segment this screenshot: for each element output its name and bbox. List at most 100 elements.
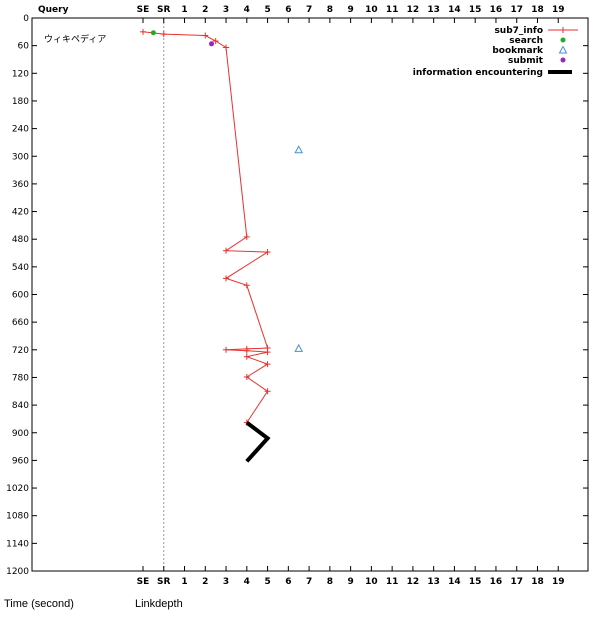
sub7-info-point [243,353,250,360]
y-tick-label: 780 [12,373,29,383]
x-tick-label-bottom: SR [157,577,170,587]
x-tick-label-top: 5 [264,5,270,15]
y-tick-label: 660 [12,318,29,328]
x-tick-label-bottom: 7 [306,577,312,587]
time-caption: Time (second) [4,598,74,610]
y-tick-label: 120 [12,69,29,79]
y-tick-label: 1020 [6,484,29,494]
sub7-info-point [243,373,250,380]
x-tick-label-top: 11 [386,5,399,15]
x-tick-label-bottom: 2 [202,577,208,587]
x-tick-label-top: 16 [490,5,503,15]
y-tick-label: 360 [12,180,29,190]
x-tick-label-bottom: 12 [407,577,420,587]
x-tick-label-bottom: 13 [427,577,440,587]
sub7-info-point [243,282,250,289]
legend-label: submit [508,56,544,66]
sub7-info-point [223,44,230,51]
legend-label: bookmark [492,46,544,56]
x-tick-label-top: 17 [510,5,523,15]
sub7-info-point [212,38,219,45]
bookmark-point [294,145,304,154]
plot-frame [31,17,589,572]
x-tick-label-top: 4 [244,5,250,15]
y-axis: 0 60 120 180 240 300 360 420 480 540 600 660 720 780 8… [6,14,588,577]
y-tick-label: 1200 [6,567,29,577]
x-tick-label-top: 13 [427,5,440,15]
sub7-info-point [160,31,167,38]
x-tick-label-bottom: 6 [285,577,291,587]
legend-swatch [560,37,566,43]
x-tick-label-bottom: 9 [347,577,353,587]
bookmark-point [294,343,304,352]
series-layer [140,28,304,463]
legend-swatch [560,57,566,63]
sub7-info-point [223,275,230,282]
x-tick-label-bottom: 5 [264,577,270,587]
y-tick-label: 0 [23,14,29,24]
sub7-info-line [142,31,270,423]
x-tick-label-top: 10 [365,5,378,15]
sub7-info-point [223,346,230,353]
linkdepth-caption: Linkdepth [135,598,183,610]
y-tick-label: 420 [12,208,29,218]
y-tick-label: 960 [12,456,29,466]
y-tick-label: 480 [12,235,29,245]
x-tick-label-top: SR [157,5,170,15]
y-tick-label: 300 [12,152,29,162]
sub7-info-point [223,247,230,254]
x-tick-label-bottom: 18 [531,577,544,587]
x-tick-label-top: 3 [223,5,229,15]
y-tick-label: 540 [12,263,29,273]
x-tick-label-top: 6 [285,5,291,15]
x-tick-label-bottom: 14 [448,577,461,587]
x-tick-label-bottom: 11 [386,577,399,587]
y-tick-label: 180 [12,97,29,107]
y-tick-label: 840 [12,401,29,411]
x-tick-label-bottom: 1 [181,577,187,587]
sub7-info-point [264,349,271,356]
x-tick-label-top: 2 [202,5,208,15]
y-tick-label: 720 [12,346,29,356]
legend-swatch [558,45,568,54]
x-tick-label-top: 15 [469,5,482,15]
y-tick-label: 1080 [6,512,29,522]
y-tick-label: 900 [12,429,29,439]
x-tick-label-top: 8 [327,5,333,15]
x-tick-label-top: 12 [407,5,420,15]
x-tick-label-bottom: 8 [327,577,333,587]
x-axis: SESESRSR11223344556677889910101111121213… [137,5,565,587]
x-tick-label-top: 9 [347,5,353,15]
sub7-info-point [140,28,146,35]
sub7-info-point [202,32,209,39]
search-point [150,30,156,36]
legend-label: sub7_info [494,26,543,36]
sub7-info-point [243,347,250,354]
y-tick-label: 60 [18,42,30,52]
y-tick-label: 1140 [6,539,29,549]
information-encountering-line [245,421,271,463]
sub7-info-point [243,233,250,240]
x-tick-label-bottom: SE [137,577,150,587]
legend-swatch-marker [560,27,566,33]
sub7-info-point [264,249,271,256]
x-tick-label-top: 19 [552,5,565,15]
legend-label: search [509,36,543,46]
x-tick-label-bottom: 16 [490,577,503,587]
x-tick-label-top: 7 [306,5,312,15]
sub7-info-point [264,361,271,368]
x-tick-label-bottom: 10 [365,577,378,587]
query-header-label: Query [38,5,69,15]
submit-point [209,41,215,47]
x-tick-label-bottom: 4 [244,577,250,587]
x-tick-label-bottom: 3 [223,577,229,587]
x-tick-label-top: 18 [531,5,544,15]
x-tick-label-top: 1 [181,5,187,15]
x-tick-label-top: 14 [448,5,461,15]
x-tick-label-bottom: 15 [469,577,482,587]
query-text: ウィキペディア [44,33,106,45]
x-tick-label-bottom: 19 [552,577,565,587]
sub7-info-point [264,388,271,395]
